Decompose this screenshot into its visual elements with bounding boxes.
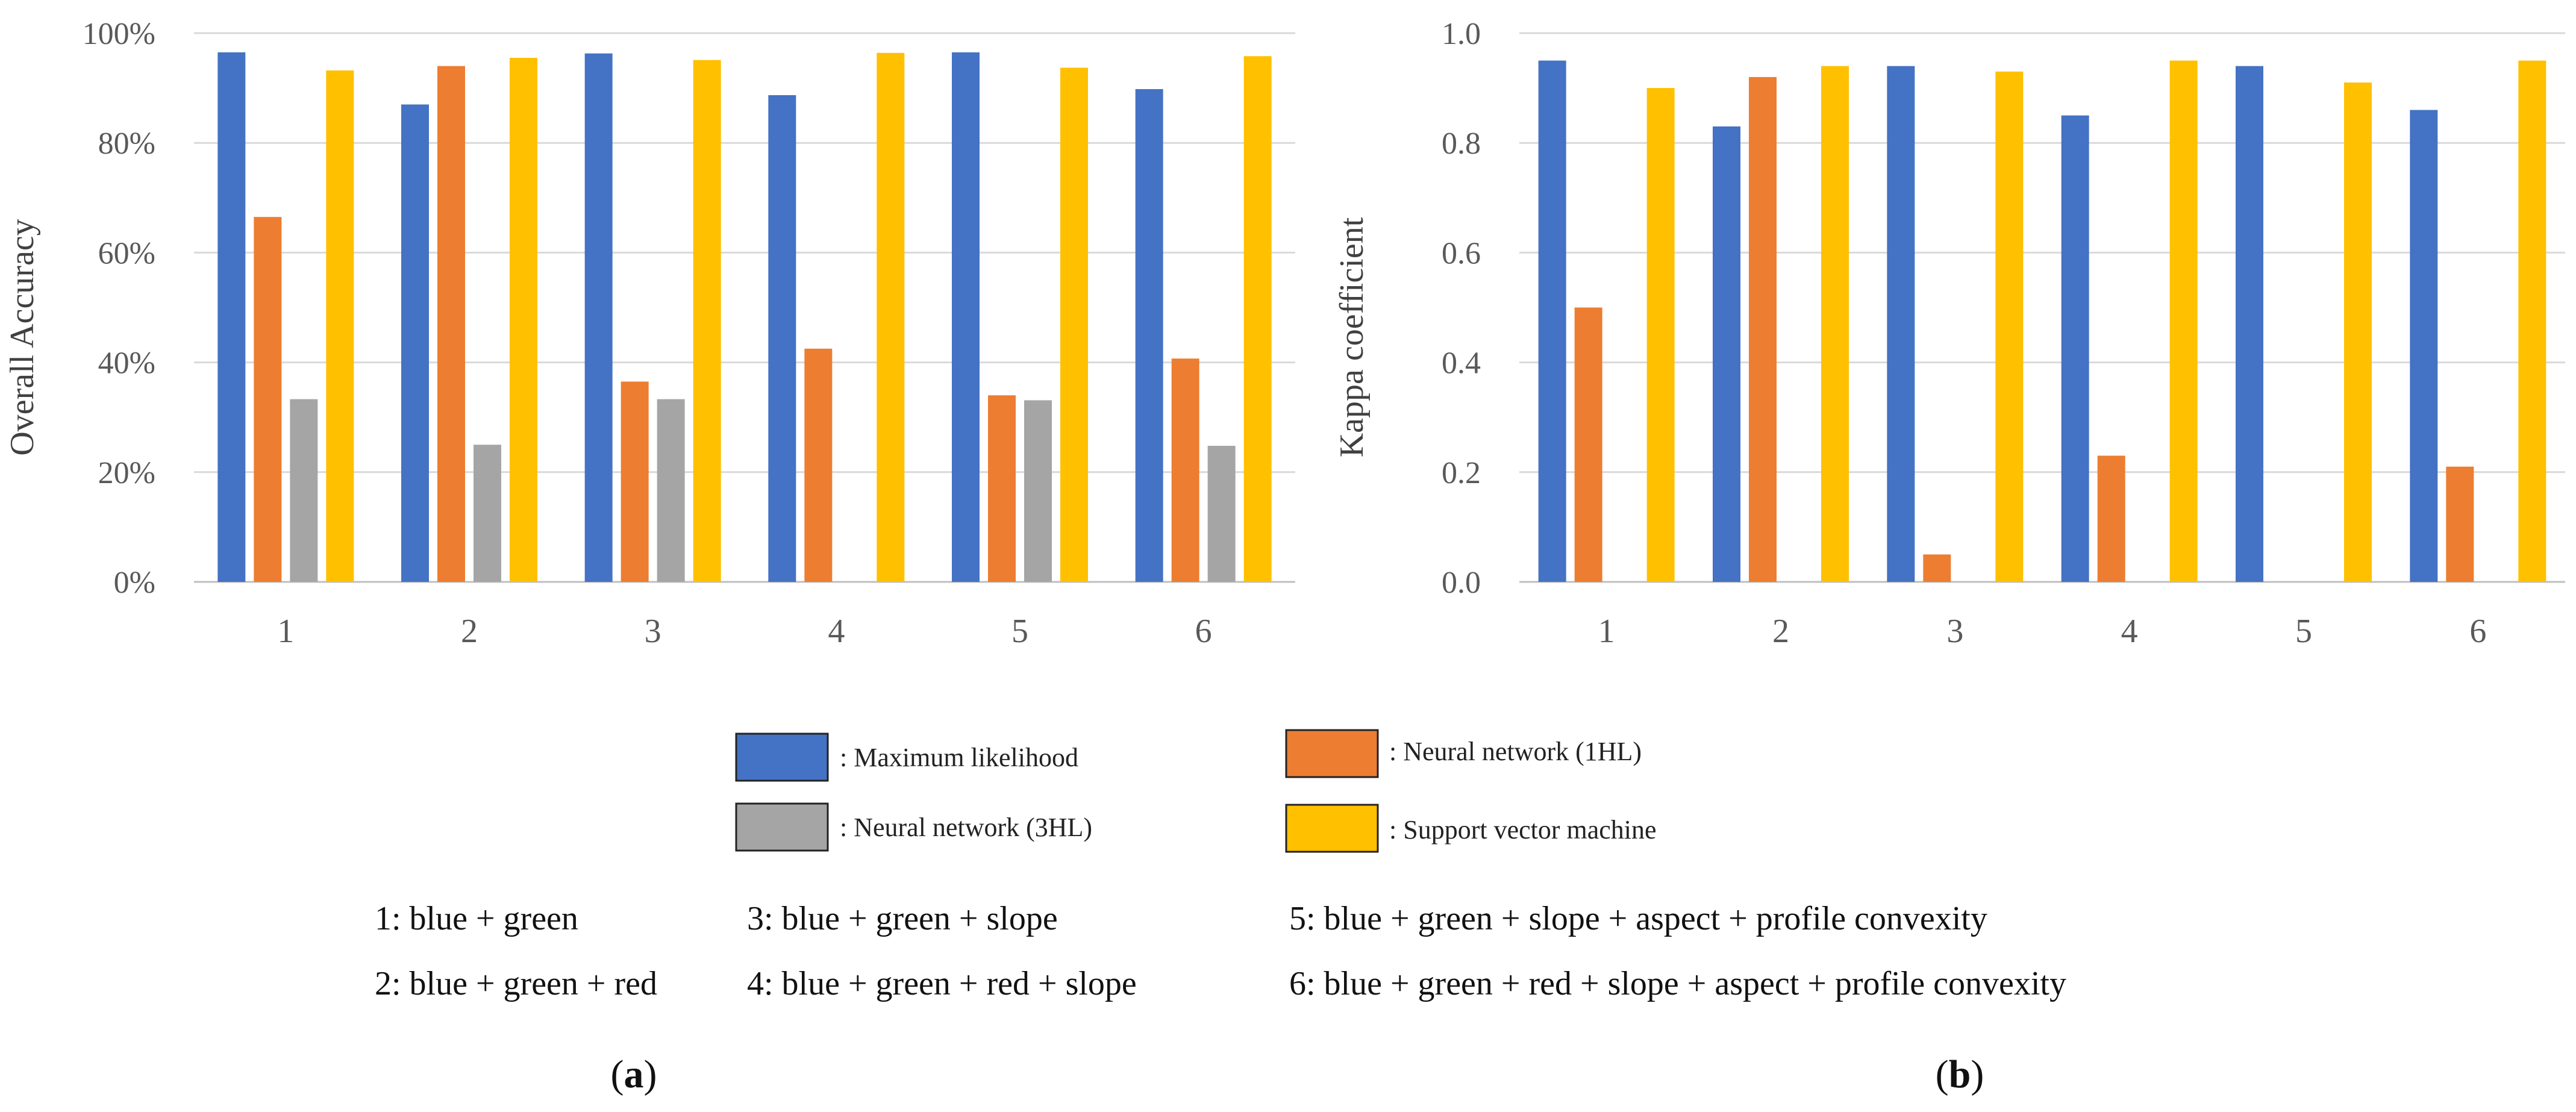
chart-b-xtick-label: 2 [1772, 613, 1789, 650]
legend-swatch-neural-network-1hl [1285, 729, 1379, 778]
chart-b-bar-support-vector-machine-2 [1821, 66, 1849, 582]
svg-text:(b): (b) [1936, 1052, 1984, 1096]
chart-b-xtick-label: 5 [2295, 613, 2312, 650]
chart-b-bar-support-vector-machine-6 [2518, 60, 2546, 583]
chart-b-xtick-label: 4 [2121, 613, 2138, 650]
chart-a-bar-neural-network-1hl--3 [621, 381, 649, 582]
chart-a-ytick-label: 100% [83, 17, 155, 51]
chart-a-bar-neural-network-3hl--5 [1024, 400, 1052, 582]
note-6: 6: blue + green + red + slope + aspect +… [1289, 965, 2066, 1002]
svg-text:(a): (a) [611, 1052, 657, 1096]
chart-a-bar-support-vector-machine-4 [877, 52, 905, 582]
chart-b-xtick-label: 3 [1946, 613, 1963, 650]
chart-b-bar-neural-network-1hl--1 [1574, 307, 1602, 582]
chart-a-bar-support-vector-machine-5 [1060, 67, 1088, 582]
chart-a-xtick-label: 6 [1195, 613, 1212, 650]
chart-a-ytick-label: 40% [98, 346, 155, 381]
chart-a-bar-support-vector-machine-3 [693, 60, 721, 583]
chart-b-bar-support-vector-machine-4 [2169, 60, 2198, 583]
chart-a-bar-maximum-likelihood-2 [401, 104, 429, 582]
chart-a-xtick-label: 2 [461, 613, 478, 650]
chart-b-bar-maximum-likelihood-5 [2236, 66, 2263, 582]
chart-a-bar-neural-network-1hl--5 [988, 395, 1016, 582]
chart-a-bar-maximum-likelihood-1 [217, 52, 246, 582]
panel-label-b-text: b [1949, 1052, 1971, 1096]
chart-a-bar-maximum-likelihood-3 [584, 53, 613, 582]
chart-b-bar-neural-network-1hl--6 [2446, 466, 2474, 582]
chart-a-bar-support-vector-machine-6 [1243, 56, 1272, 582]
legend-swatch-support-vector-machine [1285, 804, 1379, 853]
note-2: 2: blue + green + red [375, 965, 657, 1002]
panel-label-a-text: a [624, 1052, 644, 1096]
legend: : Maximum likelihood : Neural network (1… [735, 729, 1657, 853]
chart-a-bar-neural-network-1hl--1 [254, 217, 282, 582]
panel-label-a: (a) [611, 1052, 657, 1096]
chart-a-bar-maximum-likelihood-5 [952, 52, 980, 582]
panel-label-b: (b) [1936, 1052, 1984, 1096]
chart-a-xtick-label: 3 [645, 613, 661, 650]
chart-a: Overall Accuracy 0% 20% 40% 60% 80% 100% 1 2 3 4 5… [4, 17, 1295, 650]
chart-a-bar-neural-network-1hl--2 [437, 66, 465, 582]
chart-a-xtick-label: 1 [277, 613, 294, 650]
chart-a-bar-neural-network-1hl--6 [1171, 358, 1199, 582]
legend-label-neural-network-3hl: : Neural network (3HL) [840, 813, 1092, 842]
chart-a-bar-neural-network-3hl--3 [657, 399, 685, 582]
chart-b-xtick-label: 1 [1598, 613, 1615, 650]
chart-b-bar-maximum-likelihood-3 [1887, 66, 1915, 582]
chart-a-bar-neural-network-1hl--4 [804, 348, 833, 582]
chart-a-xtick-label: 4 [828, 613, 845, 650]
chart-a-bar-neural-network-3hl--1 [290, 399, 318, 582]
legend-swatch-neural-network-3hl [735, 802, 829, 852]
legend-label-neural-network-1hl: : Neural network (1HL) [1389, 737, 1642, 766]
chart-b-xtick-label: 6 [2469, 613, 2486, 650]
notes: 1: blue + green 2: blue + green + red 3:… [375, 900, 2066, 1002]
chart-b-bar-support-vector-machine-3 [1995, 71, 2024, 582]
note-5: 5: blue + green + slope + aspect + profi… [1289, 900, 1987, 937]
chart-b: Kappa coefficient 0.0 0.2 0.4 0.6 0.8 1.0 1 2 3 4… [1333, 17, 2565, 650]
legend-label-support-vector-machine: : Support vector machine [1389, 815, 1657, 845]
chart-a-ytick-label: 20% [98, 456, 155, 490]
chart-a-bar-support-vector-machine-1 [326, 70, 354, 582]
chart-b-bar-maximum-likelihood-1 [1538, 60, 1566, 583]
chart-a-bar-neural-network-3hl--2 [474, 445, 501, 582]
chart-a-bar-maximum-likelihood-6 [1135, 89, 1163, 582]
chart-a-plot: 0% 20% 40% 60% 80% 100% 1 2 3 4 5 6 [83, 17, 1295, 650]
legend-label-maximum-likelihood: : Maximum likelihood [840, 743, 1078, 772]
chart-b-ytick-label: 0.2 [1442, 456, 1481, 490]
note-4: 4: blue + green + red + slope [747, 965, 1137, 1002]
chart-b-ytick-label: 0.0 [1442, 566, 1481, 600]
note-1: 1: blue + green [375, 900, 578, 937]
chart-a-ytick-label: 80% [98, 127, 155, 161]
chart-a-bar-support-vector-machine-2 [510, 57, 537, 583]
chart-a-bar-neural-network-3hl--6 [1207, 446, 1236, 582]
chart-b-bar-support-vector-machine-5 [2344, 82, 2372, 583]
chart-b-bar-neural-network-1hl--4 [2097, 455, 2125, 582]
chart-a-bar-maximum-likelihood-4 [768, 95, 796, 582]
chart-b-ytick-label: 1.0 [1442, 17, 1481, 51]
chart-b-bar-maximum-likelihood-6 [2410, 110, 2438, 583]
chart-b-bar-maximum-likelihood-2 [1713, 126, 1740, 582]
note-3: 3: blue + green + slope [747, 900, 1058, 937]
chart-a-ytick-label: 0% [114, 566, 155, 600]
chart-b-ytick-label: 0.8 [1442, 127, 1481, 161]
chart-a-xtick-label: 5 [1011, 613, 1028, 650]
chart-b-plot: 0.0 0.2 0.4 0.6 0.8 1.0 1 2 3 4 5 6 [1442, 17, 2565, 650]
chart-b-ytick-label: 0.6 [1442, 236, 1481, 270]
legend-swatch-maximum-likelihood [735, 732, 829, 782]
chart-b-ytick-label: 0.4 [1442, 346, 1481, 381]
chart-b-bar-maximum-likelihood-4 [2061, 115, 2089, 582]
chart-b-bar-neural-network-1hl--2 [1749, 77, 1777, 582]
chart-b-ylabel: Kappa coefficient [1333, 217, 1371, 457]
chart-b-bar-support-vector-machine-1 [1646, 88, 1675, 583]
chart-b-bar-neural-network-1hl--3 [1923, 554, 1951, 582]
chart-a-ylabel: Overall Accuracy [4, 219, 41, 455]
chart-a-ytick-label: 60% [98, 236, 155, 270]
